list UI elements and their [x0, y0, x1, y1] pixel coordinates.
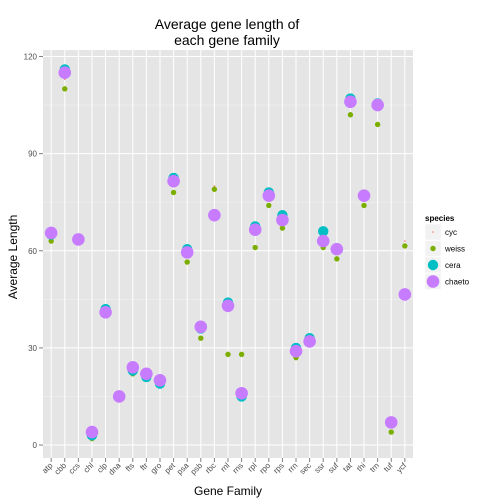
- legend-label-cera: cera: [445, 261, 461, 270]
- x-tick-label: rbc: [204, 461, 218, 475]
- point-chaeto: [276, 213, 289, 227]
- y-tick-label: 30: [28, 344, 37, 353]
- x-tick-label: pet: [163, 461, 178, 476]
- x-tick-label: trn: [368, 461, 381, 474]
- y-tick-label: 0: [33, 441, 38, 450]
- point-weiss: [361, 202, 367, 209]
- x-tick-label: sec: [298, 461, 313, 476]
- x-tick-label: tat: [341, 461, 354, 474]
- x-tick-label: ccs: [67, 461, 82, 476]
- point-chaeto: [248, 223, 262, 237]
- point-chaeto: [330, 242, 344, 256]
- point-weiss: [402, 243, 408, 249]
- x-tick-label: ftr: [138, 461, 150, 473]
- y-tick-label: 90: [28, 150, 37, 159]
- legend-label-cyc: cyc: [445, 228, 457, 237]
- x-tick-label: ycf: [395, 461, 409, 475]
- x-tick-label: rpl: [246, 461, 259, 474]
- point-chaeto: [221, 299, 235, 313]
- point-chaeto: [371, 98, 384, 112]
- point-weiss: [170, 189, 177, 196]
- point-chaeto: [58, 66, 72, 79]
- legend-title: species: [425, 214, 455, 223]
- legend-label-weiss: weiss: [444, 245, 465, 254]
- point-chaeto: [357, 189, 371, 203]
- point-cyc: [404, 240, 406, 242]
- point-chaeto: [167, 174, 180, 188]
- point-chaeto: [140, 367, 153, 381]
- point-chaeto: [398, 288, 412, 301]
- point-chaeto: [72, 233, 85, 246]
- legend-key-cera: [427, 259, 439, 271]
- point-chaeto: [208, 208, 221, 222]
- point-chaeto: [44, 226, 58, 240]
- x-tick-label: rpo: [258, 461, 273, 476]
- point-chaeto: [289, 344, 303, 358]
- point-weiss: [198, 335, 204, 341]
- point-weiss: [347, 112, 354, 118]
- point-weiss: [184, 259, 190, 265]
- point-chaeto: [85, 425, 99, 439]
- point-chaeto: [235, 386, 248, 400]
- legend-key-chaeto: [426, 275, 440, 288]
- point-chaeto: [99, 305, 112, 319]
- x-tick-label: rns: [231, 461, 245, 475]
- point-chaeto: [180, 246, 194, 259]
- point-chaeto: [153, 373, 167, 387]
- point-weiss: [334, 256, 340, 262]
- x-tick-label: gro: [149, 461, 164, 476]
- x-tick-label: atp: [40, 461, 55, 476]
- y-tick-label: 120: [24, 52, 38, 61]
- x-axis-title: Gene Family: [194, 484, 262, 498]
- point-chaeto: [303, 335, 316, 348]
- point-weiss: [388, 429, 394, 435]
- x-tick-label: suf: [326, 461, 340, 475]
- x-tick-label: chl: [82, 461, 96, 475]
- point-weiss: [238, 351, 245, 358]
- x-tick-label: cbb: [53, 461, 69, 477]
- x-tick-label: thi: [355, 461, 367, 473]
- point-chaeto: [262, 189, 276, 203]
- x-tick-label: fts: [124, 461, 136, 473]
- point-weiss: [252, 244, 258, 251]
- point-weiss: [225, 351, 231, 358]
- point-chaeto: [316, 234, 330, 248]
- point-weiss: [266, 202, 272, 209]
- point-cyc: [213, 185, 216, 187]
- point-chaeto: [112, 390, 126, 403]
- x-tick-label: rrn: [286, 461, 299, 474]
- point-weiss: [48, 238, 54, 244]
- point-weiss: [211, 186, 218, 192]
- legend-key-weiss: [430, 245, 436, 252]
- point-chaeto: [384, 416, 398, 429]
- point-weiss: [374, 121, 381, 128]
- x-tick-label: rnl: [219, 461, 232, 474]
- x-tick-label: dna: [107, 461, 123, 477]
- x-tick-label: ssr: [313, 461, 327, 475]
- x-tick-label: clp: [95, 461, 109, 475]
- x-tick-label: tuf: [382, 461, 395, 474]
- y-axis-title: Average Length: [6, 215, 20, 300]
- y-tick-label: 60: [28, 247, 37, 256]
- point-chaeto: [126, 361, 140, 374]
- point-weiss: [279, 225, 286, 231]
- point-cera: [318, 226, 329, 237]
- chart-title-line-1: Average gene length of: [155, 16, 300, 32]
- x-tick-label: psb: [189, 461, 205, 477]
- x-tick-label: psa: [175, 461, 191, 477]
- legend: species cyc weiss cera chaeto: [424, 214, 470, 290]
- x-tick-label: rps: [272, 461, 286, 475]
- point-chaeto: [194, 320, 208, 334]
- point-chaeto: [344, 95, 357, 109]
- chart-title-line-2: each gene family: [174, 32, 280, 48]
- point-weiss: [62, 86, 68, 92]
- legend-label-chaeto: chaeto: [445, 278, 470, 287]
- legend-key-cyc: [432, 231, 434, 233]
